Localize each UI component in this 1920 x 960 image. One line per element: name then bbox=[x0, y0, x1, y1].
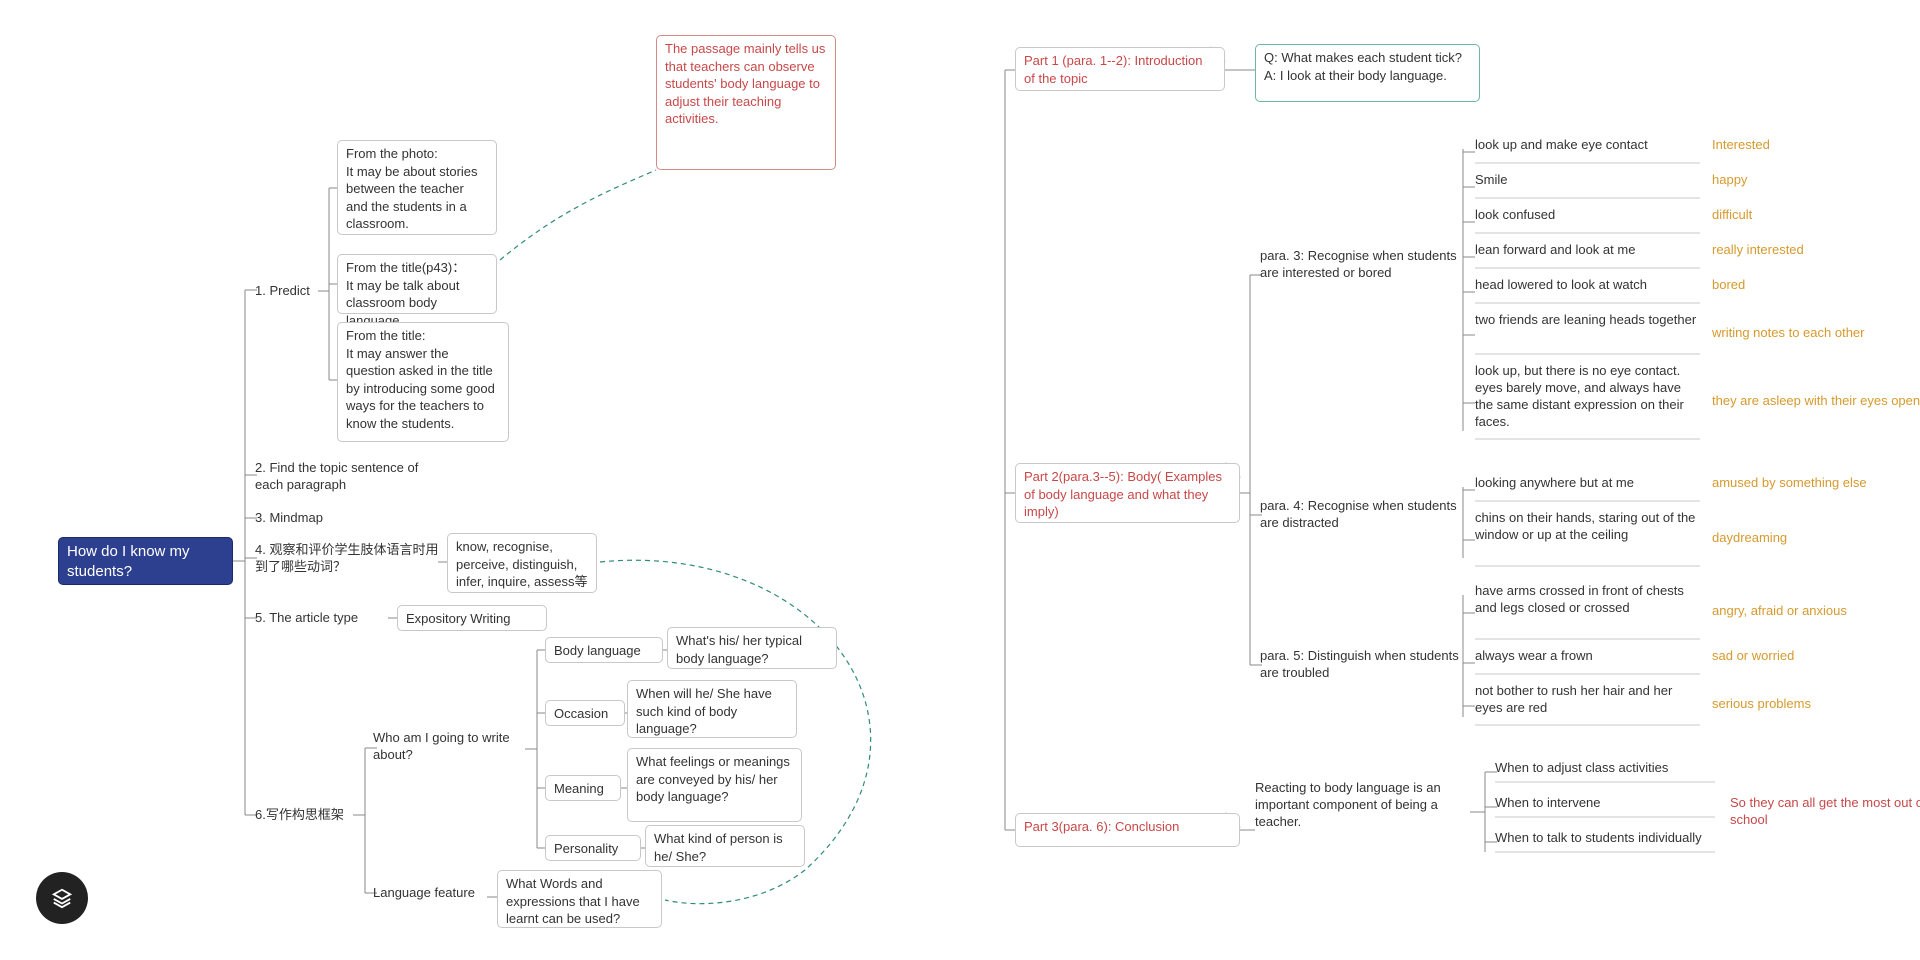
pers-label: Personality bbox=[545, 835, 641, 861]
expository-box: Expository Writing bbox=[397, 605, 547, 631]
mean-label: Meaning bbox=[545, 775, 621, 801]
conclusion-item: When to adjust class activities bbox=[1495, 760, 1715, 777]
verbs-box: know, recognise, perceive, distinguish, … bbox=[447, 533, 597, 593]
behaviour: look up, but there is no eye contact. ey… bbox=[1475, 363, 1700, 431]
meaning: really interested bbox=[1712, 242, 1920, 259]
meaning: writing notes to each other bbox=[1712, 325, 1920, 342]
para3-label: para. 3: Recognise when students are int… bbox=[1260, 248, 1460, 282]
behaviour: looking anywhere but at me bbox=[1475, 475, 1700, 492]
predict-box-1: From the title(p43)： It may be talk abou… bbox=[337, 254, 497, 314]
occ-q: When will he/ She have such kind of body… bbox=[627, 680, 797, 738]
behaviour: look up and make eye contact bbox=[1475, 137, 1700, 154]
meaning: they are asleep with their eyes open bbox=[1712, 393, 1920, 410]
stack-fab[interactable] bbox=[36, 872, 88, 924]
who-about: Who am I going to write about? bbox=[373, 730, 533, 764]
meaning: serious problems bbox=[1712, 696, 1920, 713]
meaning: angry, afraid or anxious bbox=[1712, 603, 1920, 620]
behaviour: not bother to rush her hair and her eyes… bbox=[1475, 683, 1700, 717]
predict-box-2: From the title: It may answer the questi… bbox=[337, 322, 509, 442]
bl-q: What's his/ her typical body language? bbox=[667, 627, 837, 669]
verbs-question: 4. 观察和评价学生肢体语言时用到了哪些动词？ bbox=[255, 542, 445, 576]
mean-q: What feelings or meanings are conveyed b… bbox=[627, 748, 802, 822]
meaning: Interested bbox=[1712, 137, 1920, 154]
behaviour: Smile bbox=[1475, 172, 1700, 189]
para5-label: para. 5: Distinguish when students are t… bbox=[1260, 648, 1460, 682]
behaviour: look confused bbox=[1475, 207, 1700, 224]
meaning: bored bbox=[1712, 277, 1920, 294]
conclusion-red: So they can all get the most out of scho… bbox=[1730, 795, 1920, 829]
conclusion-item: When to talk to students individually bbox=[1495, 830, 1715, 847]
bl-label: Body language bbox=[545, 637, 663, 663]
meaning: happy bbox=[1712, 172, 1920, 189]
layers-icon bbox=[51, 887, 73, 909]
meaning: amused by something else bbox=[1712, 475, 1920, 492]
writing-frame: 6.写作构思框架 bbox=[255, 807, 344, 824]
article-type: 5. The article type bbox=[255, 610, 358, 627]
meaning: sad or worried bbox=[1712, 648, 1920, 665]
predict-label: 1. Predict bbox=[255, 283, 310, 300]
pers-q: What kind of person is he/ She? bbox=[645, 825, 805, 867]
topic-sentence: 2. Find the topic sentence of each parag… bbox=[255, 460, 445, 494]
part3-box: Part 3(para. 6): Conclusion bbox=[1015, 813, 1240, 847]
behaviour: lean forward and look at me bbox=[1475, 242, 1700, 259]
behaviour: head lowered to look at watch bbox=[1475, 277, 1700, 294]
occ-label: Occasion bbox=[545, 700, 625, 726]
part1-qa-box: Q: What makes each student tick? A: I lo… bbox=[1255, 44, 1480, 102]
meaning: daydreaming bbox=[1712, 530, 1920, 547]
behaviour: two friends are leaning heads together bbox=[1475, 312, 1700, 329]
meaning: difficult bbox=[1712, 207, 1920, 224]
para4-label: para. 4: Recognise when students are dis… bbox=[1260, 498, 1460, 532]
mindmap-label: 3. Mindmap bbox=[255, 510, 323, 527]
react-text: Reacting to body language is an importan… bbox=[1255, 780, 1470, 831]
root-node: How do I know my students? bbox=[58, 537, 233, 585]
language-feature: Language feature bbox=[373, 885, 475, 902]
behaviour: chins on their hands, staring out of the… bbox=[1475, 510, 1700, 544]
behaviour: have arms crossed in front of chests and… bbox=[1475, 583, 1700, 617]
words-expr: What Words and expressions that I have l… bbox=[497, 870, 662, 928]
predict-box-0: From the photo: It may be about stories … bbox=[337, 140, 497, 235]
behaviour: always wear a frown bbox=[1475, 648, 1700, 665]
part2-box: Part 2(para.3--5): Body( Examples of bod… bbox=[1015, 463, 1240, 523]
conclusion-item: When to intervene bbox=[1495, 795, 1715, 812]
part1-box: Part 1 (para. 1--2): Introduction of the… bbox=[1015, 47, 1225, 91]
callout-passage: The passage mainly tells us that teacher… bbox=[656, 35, 836, 170]
